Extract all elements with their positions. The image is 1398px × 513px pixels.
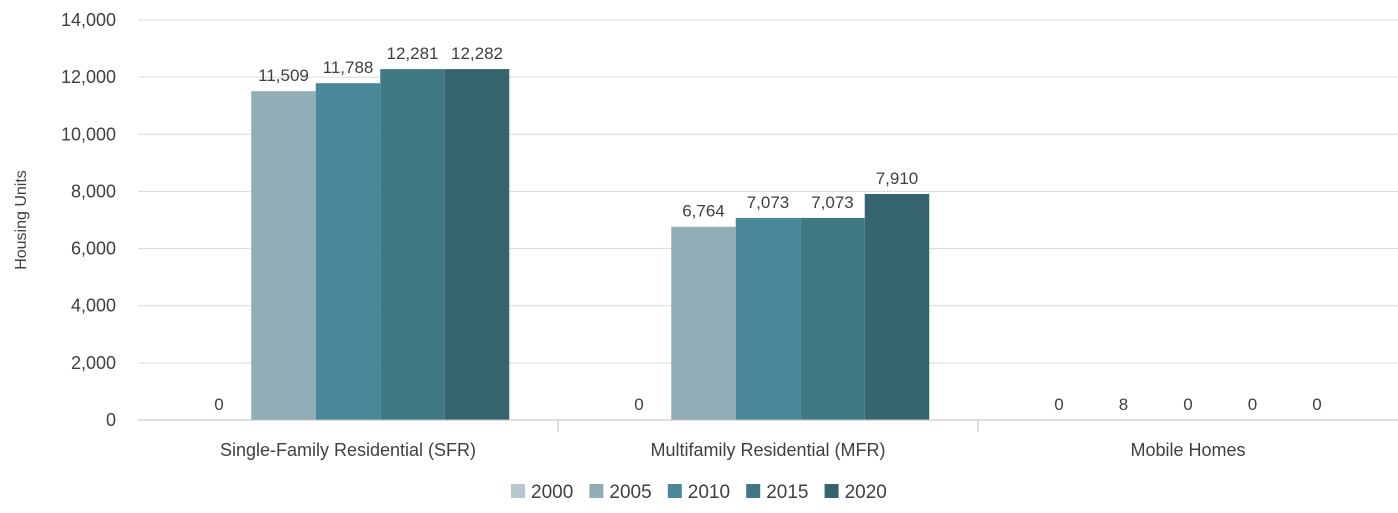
- data-label: 7,910: [876, 169, 919, 188]
- y-tick-label: 10,000: [61, 124, 116, 144]
- data-label: 0: [1248, 395, 1257, 414]
- category-label: Mobile Homes: [1130, 440, 1245, 460]
- legend-swatch: [824, 484, 839, 498]
- data-label: 0: [1054, 395, 1063, 414]
- data-label: 11,509: [258, 66, 309, 85]
- bar: [735, 217, 801, 420]
- category-label: Single-Family Residential (SFR): [220, 440, 476, 460]
- bars: [251, 69, 1156, 421]
- legend-label: 2000: [531, 482, 573, 503]
- bar: [671, 226, 736, 420]
- bar: [444, 69, 510, 420]
- data-label: 7,073: [747, 193, 790, 212]
- bar: [251, 91, 316, 421]
- data-label: 6,764: [682, 202, 725, 221]
- data-label: 0: [1183, 395, 1192, 414]
- legend-label: 2020: [845, 482, 887, 503]
- legend-swatch: [746, 484, 761, 498]
- y-tick-label: 8,000: [71, 181, 116, 201]
- y-tick-label: 0: [106, 410, 116, 430]
- bar: [864, 194, 930, 420]
- data-label: 0: [634, 395, 643, 414]
- legend-label: 2005: [609, 482, 651, 503]
- data-label: 11,788: [323, 58, 374, 77]
- bar: [315, 83, 381, 420]
- bar: [800, 217, 865, 420]
- legend-swatch: [511, 484, 525, 498]
- legend-swatch: [667, 484, 682, 498]
- legend: 2000 2005 2010 2015 2020: [511, 482, 887, 503]
- data-label: 0: [214, 395, 223, 414]
- data-label: 7,073: [811, 193, 854, 212]
- data-label: 8: [1119, 395, 1128, 414]
- data-label: 12,282: [451, 44, 503, 63]
- bar: [380, 69, 445, 420]
- y-tick-label: 14,000: [61, 10, 116, 30]
- y-tick-label: 12,000: [61, 67, 116, 87]
- y-tick-label: 2,000: [71, 353, 116, 373]
- legend-label: 2010: [688, 482, 730, 503]
- y-tick-label: 4,000: [71, 296, 116, 316]
- legend-label: 2015: [766, 482, 808, 503]
- y-tick-label: 6,000: [71, 239, 116, 259]
- data-label: 12,281: [387, 44, 439, 63]
- category-label: Multifamily Residential (MFR): [650, 440, 885, 460]
- y-axis-ticks: 0 2,000 4,000 6,000 8,000 10,000 12,000 14,000: [61, 10, 116, 430]
- legend-swatch: [589, 484, 604, 498]
- y-axis-label: Housing Units: [13, 170, 30, 270]
- data-labels: 0 11,509 11,788 12,281 12,282 0 6,764 7,073 7,07…: [214, 44, 1321, 414]
- data-label: 0: [1312, 395, 1321, 414]
- category-labels: Single-Family Residential (SFR) Multifami…: [220, 420, 1246, 460]
